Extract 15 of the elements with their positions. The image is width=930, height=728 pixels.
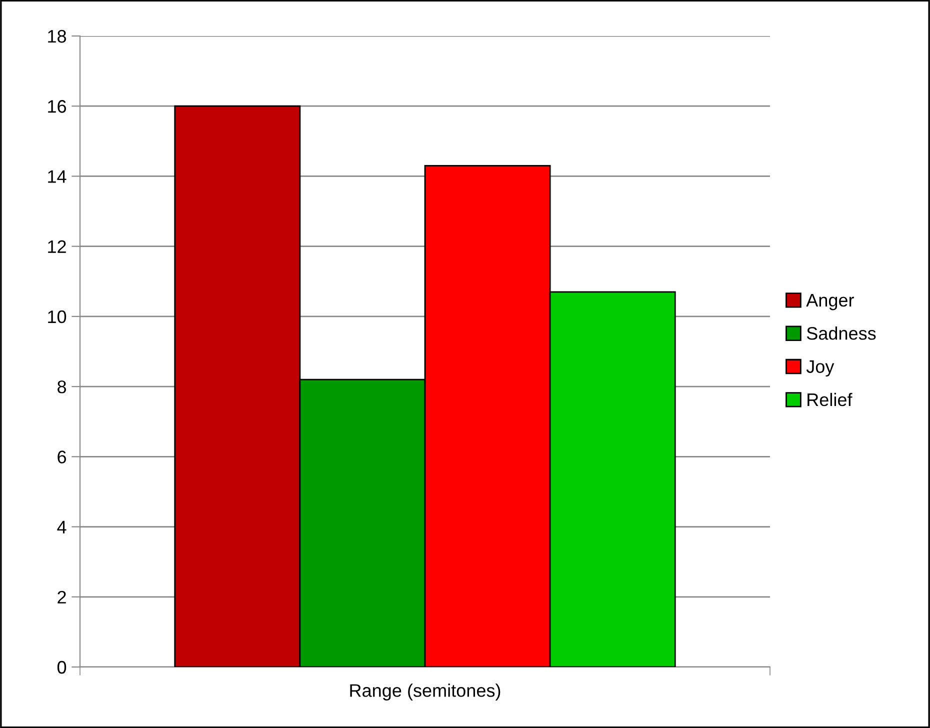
legend-label: Sadness xyxy=(806,326,876,340)
legend-label: Relief xyxy=(808,392,852,406)
legend-label: Joy xyxy=(806,360,834,377)
y-tick-label: 12 xyxy=(48,240,66,253)
y-tick-label: 10 xyxy=(48,310,66,324)
y-tick-label: 2 xyxy=(58,590,66,604)
y-tick-label: 4 xyxy=(57,520,66,534)
legend-label: Anger xyxy=(806,294,854,310)
y-tick-label: 8 xyxy=(58,380,66,394)
y-tick-label: 16 xyxy=(48,100,66,113)
y-tick-label: 18 xyxy=(48,30,66,43)
y-tick-label: 14 xyxy=(48,170,66,183)
x-tick-label: Range (semitones) xyxy=(350,684,500,700)
y-tick-label: 0 xyxy=(57,660,66,674)
y-tick-label: 6 xyxy=(58,450,66,464)
